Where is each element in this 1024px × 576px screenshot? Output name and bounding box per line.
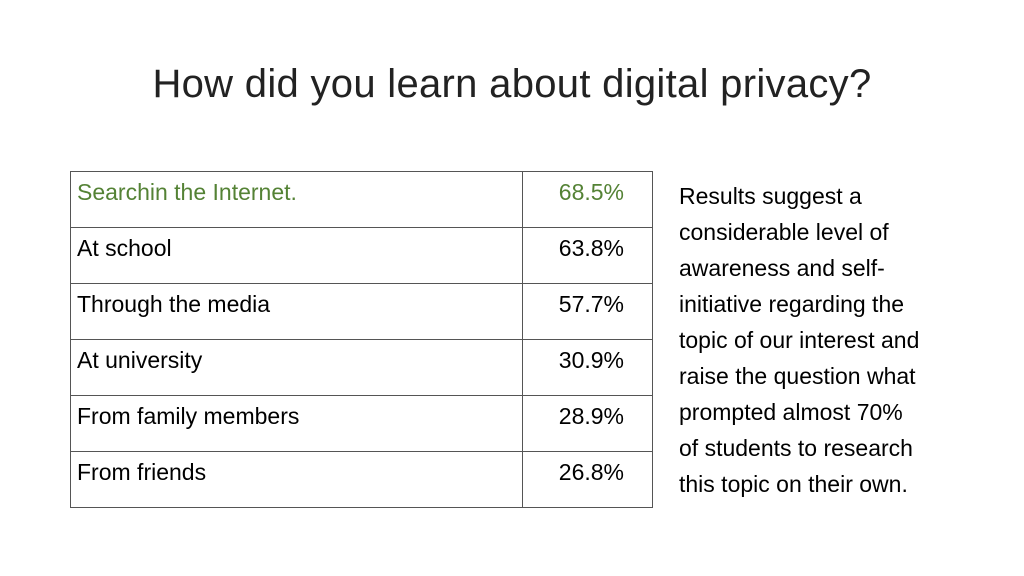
- table-row: From friends 26.8%: [70, 451, 653, 508]
- row-label: Searchin the Internet.: [70, 171, 523, 228]
- summary-line: of students to research: [679, 435, 913, 461]
- table-row: Searchin the Internet. 68.5%: [70, 171, 653, 228]
- results-table: Searchin the Internet. 68.5% At school 6…: [70, 171, 653, 508]
- summary-line: prompted almost 70%: [679, 399, 903, 425]
- summary-line: raise the question what: [679, 363, 916, 389]
- row-label: From family members: [70, 395, 523, 452]
- row-label: At university: [70, 339, 523, 396]
- row-value: 63.8%: [522, 227, 653, 284]
- table-row: Through the media 57.7%: [70, 283, 653, 340]
- row-value: 68.5%: [522, 171, 653, 228]
- table-row: From family members 28.9%: [70, 395, 653, 452]
- row-label: Through the media: [70, 283, 523, 340]
- summary-line: considerable level of: [679, 219, 889, 245]
- summary-line: topic of our interest and: [679, 327, 920, 353]
- row-value: 26.8%: [522, 451, 653, 508]
- row-value: 57.7%: [522, 283, 653, 340]
- table-row: At university 30.9%: [70, 339, 653, 396]
- row-value: 28.9%: [522, 395, 653, 452]
- row-label: From friends: [70, 451, 523, 508]
- results-summary-text: Results suggest a considerable level of …: [679, 178, 994, 502]
- summary-line: initiative regarding the: [679, 291, 905, 317]
- table-row: At school 63.8%: [70, 227, 653, 284]
- row-label: At school: [70, 227, 523, 284]
- slide-title: How did you learn about digital privacy?: [152, 62, 872, 106]
- summary-line: this topic on their own.: [679, 471, 908, 497]
- summary-line: awareness and self-: [679, 255, 885, 281]
- row-value: 30.9%: [522, 339, 653, 396]
- summary-line: Results suggest a: [679, 183, 862, 209]
